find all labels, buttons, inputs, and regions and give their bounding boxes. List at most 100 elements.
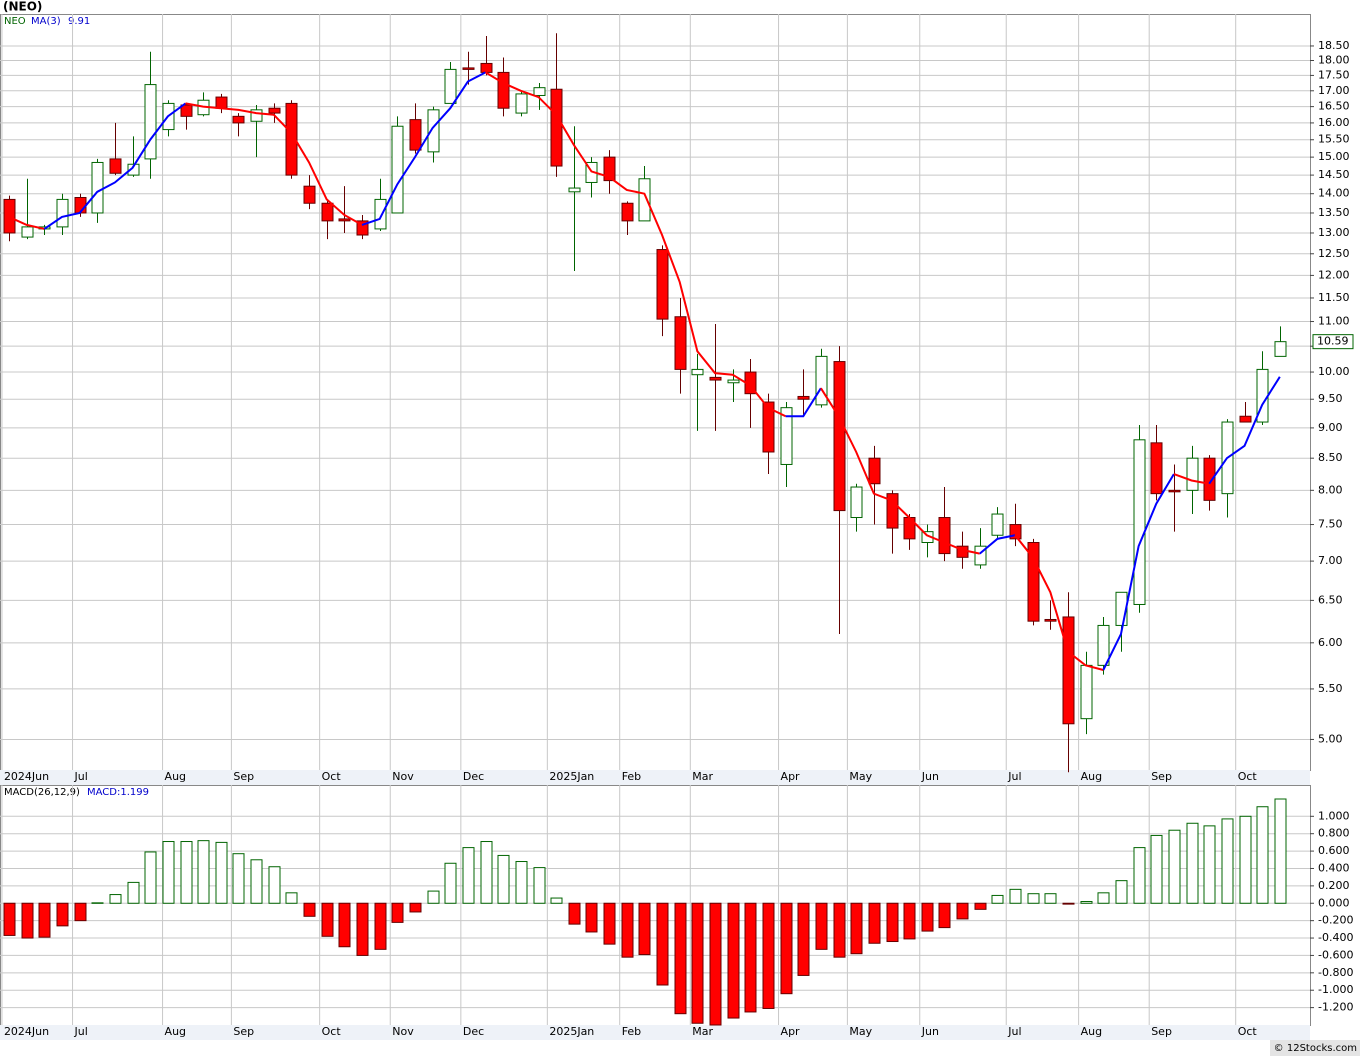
y-tick-label: 8.00	[1318, 483, 1343, 496]
ma-line	[1208, 376, 1281, 485]
y-tick-label: 10.00	[1318, 365, 1350, 378]
candle-body	[21, 226, 34, 238]
macd-bar	[250, 859, 263, 904]
x-tick-label: Oct	[322, 770, 342, 783]
y-tick-label: 15.00	[1318, 150, 1350, 163]
candle-body	[868, 457, 881, 485]
candle-body	[321, 202, 334, 222]
candle-body	[232, 115, 245, 124]
macd-bar	[480, 841, 493, 904]
candle-body	[550, 88, 563, 167]
x-tick-label: 2025Jan	[549, 1025, 594, 1038]
candle-body	[144, 84, 157, 160]
macd-bar	[603, 902, 616, 945]
macd-bar	[180, 841, 193, 904]
date-strip	[0, 1025, 1310, 1040]
y-tick-label: 13.00	[1318, 226, 1350, 239]
candle-body	[303, 185, 316, 204]
candle-body	[1044, 618, 1057, 622]
x-tick-label: Aug	[1081, 1025, 1102, 1038]
x-tick-label: Dec	[463, 1025, 484, 1038]
candle-body	[762, 401, 775, 453]
x-tick-label: Apr	[781, 1025, 801, 1038]
candle-body	[709, 376, 722, 381]
x-tick-label: Mar	[692, 1025, 713, 1038]
y-tick-label: 16.00	[1318, 116, 1350, 129]
macd-bar	[974, 902, 987, 910]
ma-line	[185, 102, 363, 226]
y-tick-label: 18.00	[1318, 53, 1350, 66]
y-tick-label: -0.200	[1318, 914, 1353, 927]
macd-bar	[585, 902, 598, 933]
macd-bar	[409, 902, 422, 913]
macd-bar	[91, 902, 104, 904]
x-tick-label: Jul	[74, 770, 88, 783]
macd-bar	[780, 902, 793, 995]
ma-line	[8, 216, 45, 230]
x-tick-label: 2024Jun	[4, 1025, 49, 1038]
candle-body	[974, 545, 987, 566]
macd-bar	[709, 902, 722, 1026]
ma-line	[979, 534, 1016, 555]
x-tick-label: Aug	[165, 1025, 186, 1038]
candle-body	[1097, 624, 1110, 666]
candle-body	[1133, 439, 1146, 605]
candle-body	[533, 87, 546, 96]
y-tick-label: 12.50	[1318, 247, 1350, 260]
candle-body	[409, 119, 422, 151]
x-tick-label: Jul	[74, 1025, 88, 1038]
ma-line	[485, 71, 787, 418]
candle-body	[215, 96, 228, 109]
candle-body	[815, 355, 828, 406]
y-tick-label: 9.00	[1318, 421, 1343, 434]
x-tick-label: Dec	[463, 770, 484, 783]
macd-bar	[815, 902, 828, 950]
x-tick-label: Apr	[781, 770, 801, 783]
candle-body	[938, 517, 951, 555]
x-tick-label: Sep	[233, 1025, 254, 1038]
macd-bar	[56, 902, 69, 927]
macd-bar	[1186, 822, 1199, 904]
macd-bar	[1115, 880, 1128, 904]
x-tick-label: Oct	[1238, 1025, 1258, 1038]
macd-bar	[3, 902, 16, 936]
macd-bar	[38, 902, 51, 938]
macd-bar	[515, 861, 528, 904]
candle-body	[656, 249, 669, 320]
candle-body	[480, 62, 493, 73]
y-tick-label: 1.000	[1318, 809, 1350, 822]
macd-bar	[903, 902, 916, 940]
candle-body	[886, 493, 899, 529]
macd-bar	[550, 897, 563, 904]
y-tick-label: 0.200	[1318, 879, 1350, 892]
y-tick-label: 14.00	[1318, 187, 1350, 200]
macd-bar	[1133, 847, 1146, 904]
candle-body	[515, 93, 528, 114]
candle-body	[391, 125, 404, 214]
x-tick-label: Feb	[622, 770, 641, 783]
ma-line	[1014, 534, 1104, 671]
y-tick-label: 0.400	[1318, 861, 1350, 874]
y-tick-label: 5.50	[1318, 682, 1343, 695]
plot-layer: 2024Jun 2024Jun Jul Jul Aug Aug Sep Sep Oct Oct No…	[0, 14, 1354, 1038]
macd-bar	[497, 854, 510, 904]
macd-bar	[744, 902, 757, 1013]
y-tick-label: 7.50	[1318, 518, 1343, 531]
macd-legend: MACD:1.199	[87, 787, 149, 798]
macd-bar	[1239, 815, 1252, 904]
ma-line	[820, 387, 980, 555]
macd-bar	[938, 902, 951, 929]
macd-bar	[444, 862, 457, 904]
macd-bar	[762, 902, 775, 1009]
price-panel	[0, 14, 1311, 771]
macd-bar	[391, 902, 404, 923]
macd-bar	[268, 866, 281, 904]
x-tick-label: Feb	[622, 1025, 641, 1038]
macd-bar	[568, 902, 581, 925]
macd-bar	[533, 867, 546, 904]
x-tick-label: May	[849, 1025, 872, 1038]
y-tick-label: 16.50	[1318, 100, 1350, 113]
y-tick-label: -0.600	[1318, 948, 1353, 961]
y-tick-label: 11.00	[1318, 315, 1350, 328]
legend-symbol: NEO	[4, 16, 26, 27]
